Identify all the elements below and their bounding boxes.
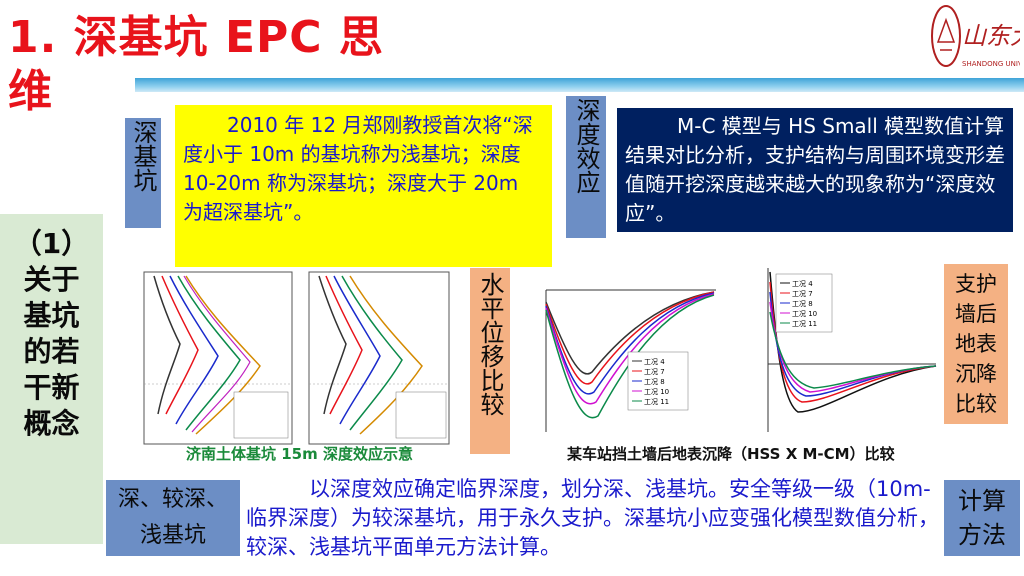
legend-right-5: 工况 11 [792,320,817,328]
concept-side-box: （1）关于基坑的若干新概念 [0,214,103,544]
legend-right-3: 工况 8 [792,300,813,308]
displacement-chart [114,264,459,464]
displacement-panel-right [308,271,450,445]
label-settlement: 支护墙后地表沉降比较 [944,264,1008,424]
label-calc: 计算方法 [944,480,1020,556]
header-bar [135,78,1024,92]
yellow-definition-box: 2010 年 12 月郑刚教授首次将“深度小于 10m 的基坑称为浅基坑；深度 … [175,105,552,267]
page-title-line2: 维 [8,66,52,117]
legend-mid-3: 工况 8 [644,378,665,386]
legend-mid-1: 工况 4 [644,358,665,366]
settlement-chart-right: 工况 4 工况 7 工况 8 工况 10 工况 11 [746,262,942,440]
university-logo: 山东大学 SHANDONG UNIVE [928,2,1024,74]
bottom-description: 以深度效应确定临界深度，划分深、浅基坑。安全等级一级（10m-临界深度）为较深基… [246,477,939,559]
legend-mid-5: 工况 11 [644,398,669,406]
navy-definition-box: M-C 模型与 HS Small 模型数值计算结果对比分析，支护结构与周围环境变… [617,108,1013,232]
legend-right-2: 工况 7 [792,290,813,298]
label-shallow: 深、较深、浅基坑 [106,480,240,556]
legend-right-4: 工况 10 [792,310,817,318]
legend-mid-2: 工况 7 [644,368,665,376]
label-horizontal-disp: 水平位移比较 [470,268,510,454]
displacement-panel-left [143,271,293,445]
label-deep-pit: 深基坑 [125,118,161,228]
caption-right: 某车站挡土墙后地表沉降（HSS X M-CM）比较 [567,445,895,463]
logo-subtext: SHANDONG UNIVE [962,60,1020,68]
label-depth-effect: 深度效应 [566,96,606,238]
legend-right-1: 工况 4 [792,280,813,288]
legend-mid-4: 工况 10 [644,388,669,396]
settlement-chart-mid: 工况 4 工况 7 工况 8 工况 10 工况 11 [516,262,726,440]
page-title: 1. 深基坑 EPC 思 [8,12,384,63]
logo-text: 山东大学 [962,22,1020,50]
caption-left: 济南土体基坑 15m 深度效应示意 [186,445,413,463]
